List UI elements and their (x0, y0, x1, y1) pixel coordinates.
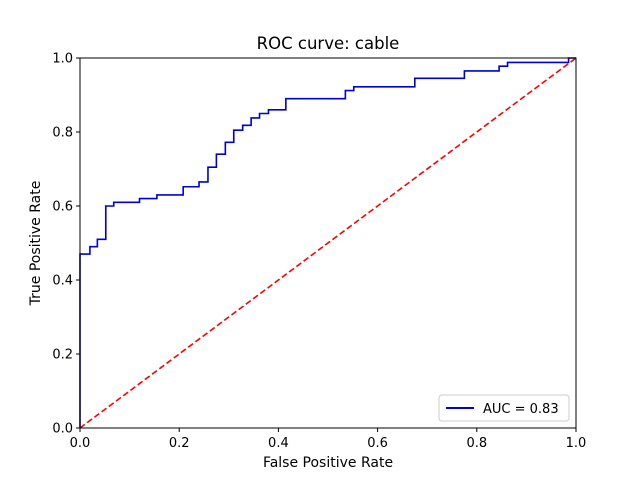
chart-title: ROC curve: cable (257, 34, 400, 53)
x-tick-label: 0.4 (268, 436, 289, 451)
y-tick-label: 0.4 (52, 274, 73, 289)
legend-label: AUC = 0.83 (483, 402, 559, 417)
y-tick-label: 0.0 (52, 422, 73, 437)
y-axis-label: True Positive Rate (28, 181, 44, 307)
x-tick-label: 0.0 (70, 436, 91, 451)
y-tick-label: 0.6 (52, 200, 73, 215)
legend-box (438, 394, 570, 422)
x-axis: 0.0 0.2 0.4 0.6 0.8 1.0 (70, 428, 587, 451)
y-tick-label: 0.8 (52, 126, 73, 141)
x-axis-label: False Positive Rate (263, 455, 393, 471)
x-tick-label: 1.0 (566, 436, 587, 451)
legend: AUC = 0.83 (438, 394, 570, 422)
y-tick-label: 1.0 (52, 52, 73, 67)
x-tick-label: 0.8 (466, 436, 487, 451)
x-tick-label: 0.2 (169, 436, 190, 451)
x-tick-label: 0.6 (367, 436, 388, 451)
y-tick-label: 0.2 (52, 348, 73, 363)
roc-curve-line (79, 57, 576, 428)
series-layer (79, 57, 577, 429)
chance-diagonal-line (79, 57, 577, 429)
plot-frame (79, 57, 577, 429)
